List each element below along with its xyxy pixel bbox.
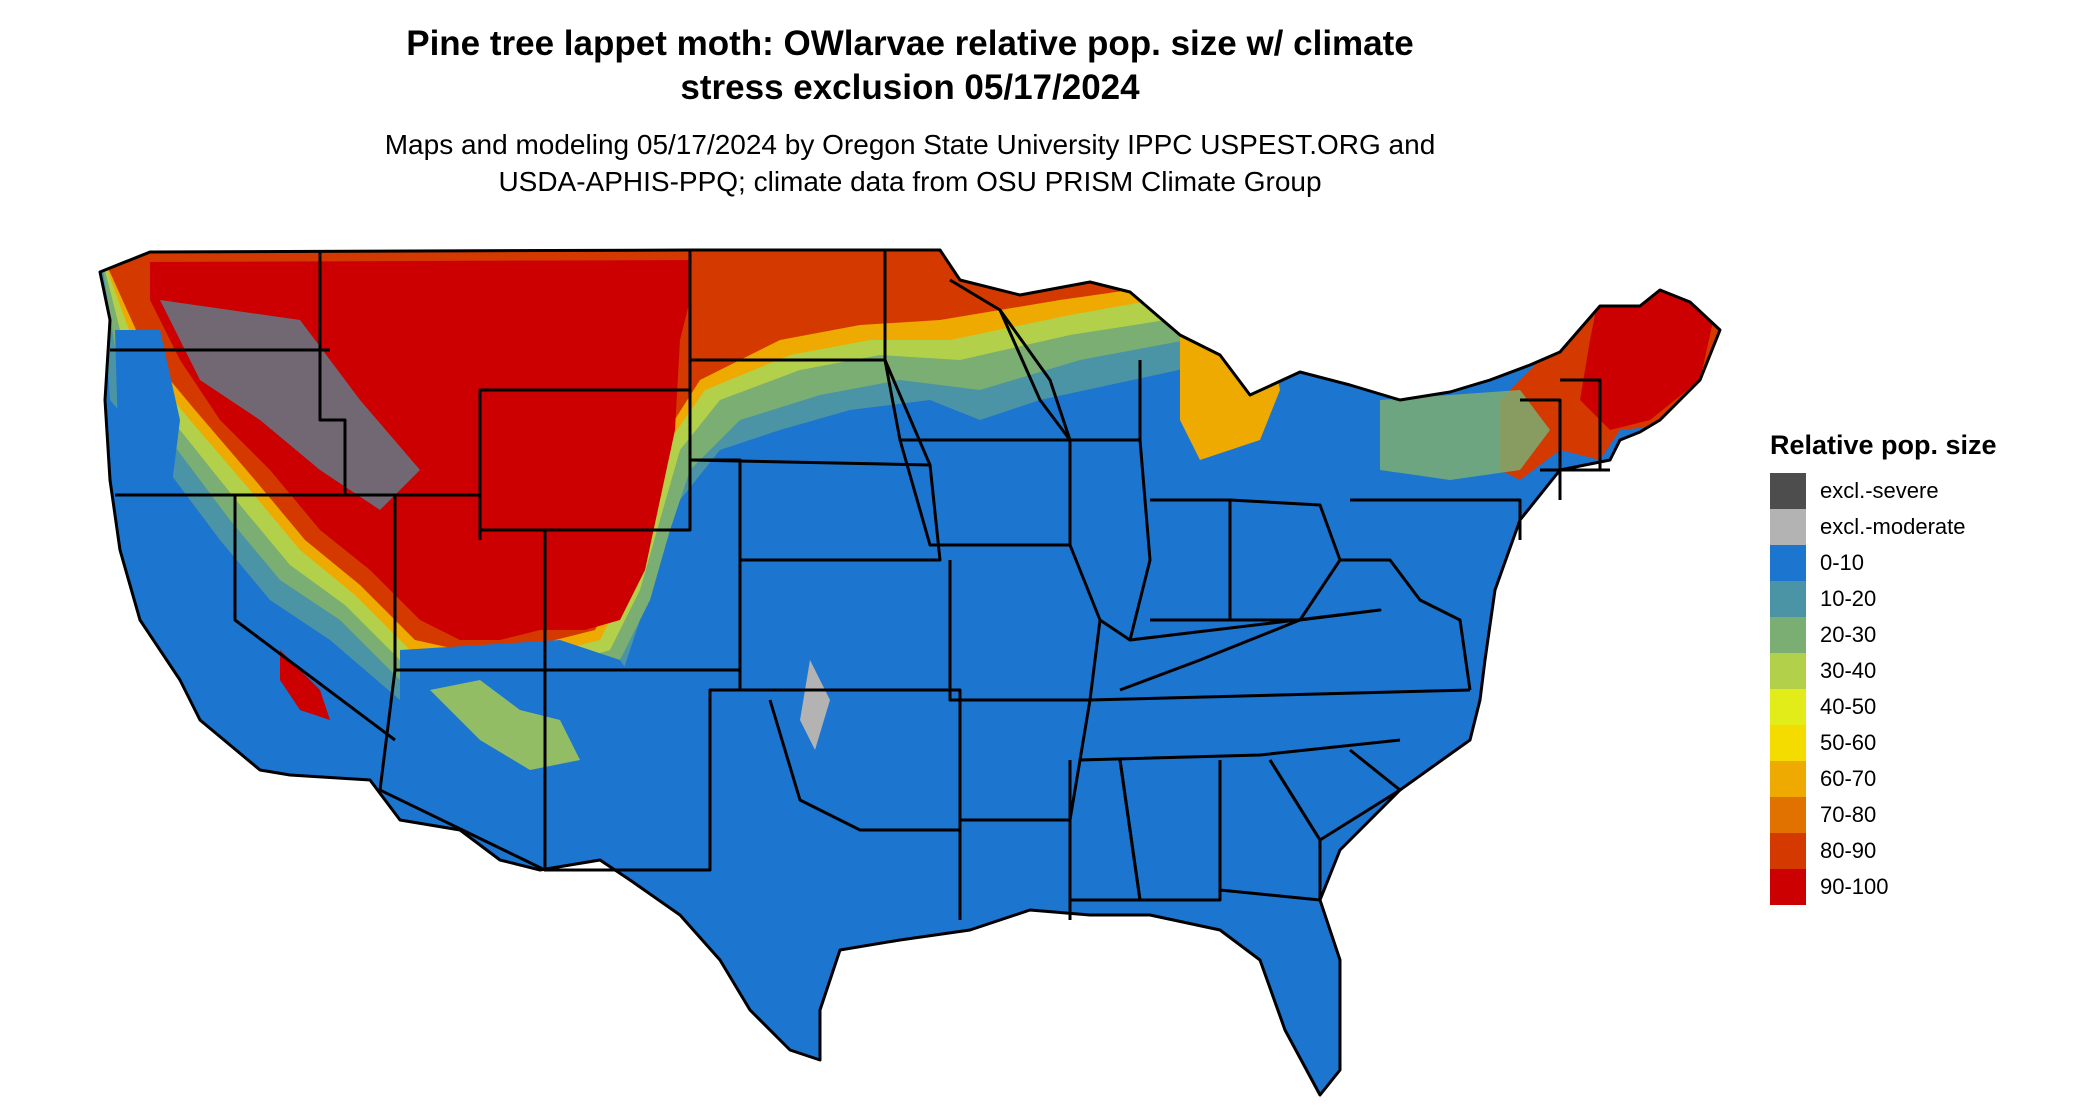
legend-title: Relative pop. size: [1770, 430, 1997, 460]
fill-sierra-nevada: [280, 650, 330, 720]
subtitle-line-1: Maps and modeling 05/17/2024 by Oregon S…: [384, 129, 1436, 160]
legend-swatch: [1770, 617, 1806, 653]
legend-label: 20-30: [1820, 622, 1877, 647]
state-boundaries: [98, 248, 1722, 1097]
subtitle-line-2: USDA-APHIS-PPQ; climate data from OSU PR…: [498, 166, 1322, 197]
legend-label: excl.-moderate: [1820, 514, 1966, 539]
legend: Relative pop. size excl.-severe excl.-mod…: [1770, 430, 1997, 905]
map-title: Pine tree lappet moth: OWlarvae relative…: [280, 22, 1540, 110]
tennessee-south: [1079, 738, 1401, 762]
legend-swatch: [1770, 689, 1806, 725]
fill-mogollon-rim: [430, 680, 580, 770]
legend-swatch: [1770, 725, 1806, 761]
legend-label: 90-100: [1820, 874, 1889, 899]
legend-item: 70-80: [1770, 797, 1997, 833]
new-york-vermont: [1520, 398, 1562, 500]
fill-upstate-new-york: [1380, 390, 1550, 480]
indiana: [1150, 498, 1232, 622]
legend-item: 30-40: [1770, 653, 1997, 689]
legend-label: 0-10: [1820, 550, 1865, 575]
legend-swatch: [1770, 509, 1806, 545]
virginia-west: [1340, 558, 1472, 691]
illinois: [1070, 438, 1152, 642]
fill-pacific-coast: [115, 330, 180, 560]
legend-label: excl.-severe: [1820, 478, 1939, 503]
legend-swatch: [1770, 761, 1806, 797]
fill-central-valley: [120, 520, 300, 700]
south-dakota: [688, 359, 932, 467]
legend-label: 30-40: [1820, 658, 1877, 683]
legend-swatch: [1770, 653, 1806, 689]
fill-maine: [1580, 290, 1720, 430]
new-hampshire: [1560, 378, 1602, 470]
south-carolina: [1268, 748, 1402, 842]
legend-item: 20-30: [1770, 617, 1997, 653]
legend-label: 50-60: [1820, 730, 1877, 755]
legend-items: excl.-severe excl.-moderate 0-10 10-20 20-30…: [1770, 473, 1997, 905]
legend-label: 40-50: [1820, 694, 1877, 719]
wyoming: [478, 388, 692, 532]
legend-swatch: [1770, 833, 1806, 869]
legend-swatch: [1770, 797, 1806, 833]
legend-item: 60-70: [1770, 761, 1997, 797]
legend-swatch: [1770, 473, 1806, 509]
ca-nv-line: [233, 495, 396, 742]
legend-item: 80-90: [1770, 833, 1997, 869]
fill-excl-moderate-texas: [800, 660, 830, 750]
oklahoma: [710, 688, 962, 832]
legend-swatch: [1770, 581, 1806, 617]
legend-swatch: [1770, 545, 1806, 581]
legend-label: 60-70: [1820, 766, 1877, 791]
legend-label: 70-80: [1820, 802, 1877, 827]
title-line-1: Pine tree lappet moth: OWlarvae relative…: [406, 24, 1414, 63]
legend-item: 40-50: [1770, 689, 1997, 725]
title-line-2: stress exclusion 05/17/2024: [680, 68, 1140, 107]
iowa: [898, 439, 1072, 547]
tennessee-north: [1089, 688, 1471, 702]
legend-item: excl.-moderate: [1770, 509, 1997, 545]
legend-item: 50-60: [1770, 725, 1997, 761]
map-subtitle: Maps and modeling 05/17/2024 by Oregon S…: [280, 126, 1540, 200]
pennsylvania: [1350, 498, 1522, 540]
legend-label: 10-20: [1820, 586, 1877, 611]
legend-label: 80-90: [1820, 838, 1877, 863]
fill-snake-river-plain: [160, 300, 420, 510]
legend-item: excl.-severe: [1770, 473, 1997, 509]
legend-swatch: [1770, 869, 1806, 905]
legend-item: 10-20: [1770, 581, 1997, 617]
kentucky: [1119, 608, 1382, 692]
legend-item: 90-100: [1770, 869, 1997, 905]
legend-item: 0-10: [1770, 545, 1997, 581]
